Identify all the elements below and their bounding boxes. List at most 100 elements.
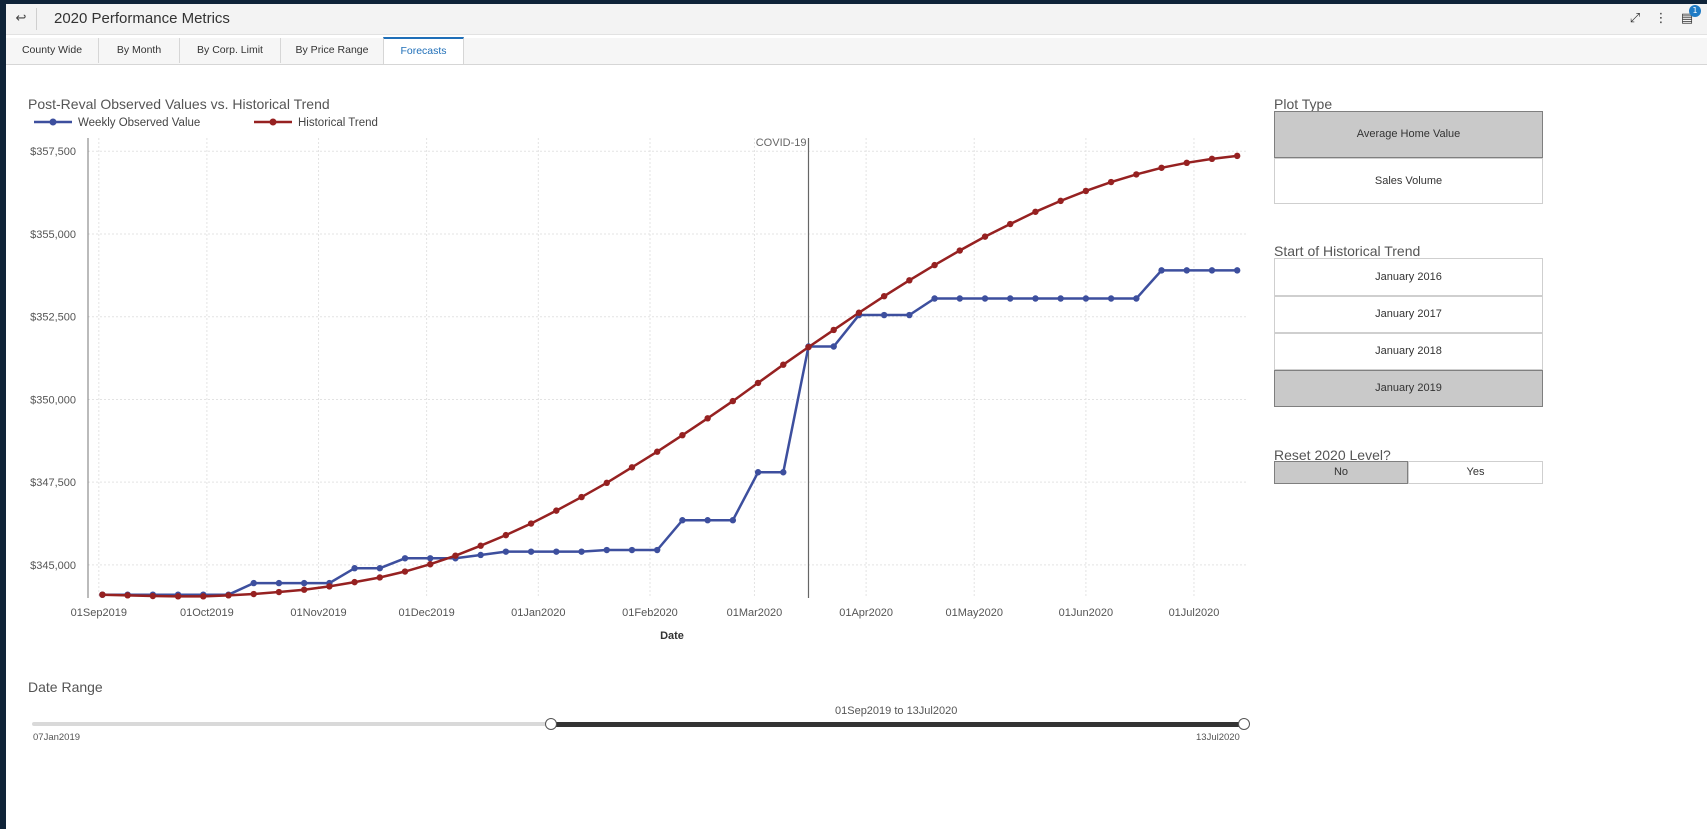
data-point (1107, 178, 1115, 186)
series-line-historical-trend (102, 154, 1238, 598)
date-range-title: Date Range (28, 679, 103, 695)
data-point (805, 343, 812, 351)
data-point (527, 548, 535, 555)
data-point (250, 579, 257, 587)
trend-start-2019-button[interactable]: January 2019 (1274, 370, 1543, 407)
data-point (1032, 295, 1039, 302)
more-options-icon[interactable]: ⋮ (1654, 11, 1668, 26)
date-range-readout: 01Sep2019 to 13Jul2020 (835, 705, 958, 717)
reset-no-button[interactable]: No (1274, 461, 1408, 484)
data-point (1107, 295, 1115, 302)
tab-county-wide[interactable]: County Wide (6, 38, 99, 63)
data-point (1032, 208, 1039, 215)
data-point (351, 565, 358, 572)
expand-icon[interactable]: ⤢ (1629, 11, 1641, 26)
tab-bar: County Wide By Month By Corp. Limit By P… (6, 37, 1707, 65)
tab-by-corp-limit[interactable]: By Corp. Limit (180, 38, 281, 63)
data-point (830, 343, 837, 350)
data-point (679, 431, 686, 439)
y-tick-label: $347,500 (30, 477, 76, 489)
data-point (300, 579, 308, 587)
line-chart: $345,000 $347,500 $350,000 $352,500 $355,000… (30, 117, 1248, 642)
y-tick-label: $352,500 (30, 312, 76, 324)
data-point (1057, 295, 1064, 302)
data-point (931, 295, 938, 302)
trend-start-2017-button[interactable]: January 2017 (1274, 296, 1543, 333)
data-point (880, 292, 888, 300)
trend-start-2016-button[interactable]: January 2016 (1274, 258, 1543, 296)
plot-type-average-home-value-button[interactable]: Average Home Value (1274, 111, 1543, 158)
data-point (780, 361, 787, 368)
trend-start-2018-button[interactable]: January 2018 (1274, 333, 1543, 370)
data-point (149, 592, 157, 600)
slider-selected-range (551, 722, 1244, 727)
chart-title: Post-Reval Observed Values vs. Historica… (28, 96, 330, 112)
dashboard-window: ↩ 2020 Performance Metrics ⤢ ⋮ ▤ 1 Count… (6, 4, 1707, 829)
series-line-weekly-observed (102, 269, 1238, 596)
x-tick-label: 01Oct2019 (180, 607, 234, 619)
slider-min-label: 07Jan2019 (33, 732, 81, 743)
y-tick-label: $357,500 (30, 146, 76, 158)
data-point (300, 586, 308, 593)
page-title: 2020 Performance Metrics (54, 10, 230, 27)
data-point (906, 311, 913, 319)
data-point (880, 311, 888, 319)
back-icon[interactable]: ↩ (15, 11, 27, 26)
plot-type-sales-volume-button[interactable]: Sales Volume (1274, 158, 1543, 204)
data-point (1208, 155, 1216, 163)
x-tick-label: 01Jan2020 (511, 607, 565, 619)
data-point (628, 464, 636, 471)
x-tick-label: 01Jul2020 (1169, 607, 1220, 619)
data-point (174, 593, 182, 600)
slider-start-handle[interactable] (545, 718, 558, 730)
data-point (275, 588, 283, 596)
data-point (477, 551, 484, 559)
data-point (578, 493, 585, 501)
tab-by-month[interactable]: By Month (99, 38, 180, 63)
notes-icon[interactable]: ▤ 1 (1679, 5, 1701, 28)
x-tick-label: 01Sep2019 (71, 607, 127, 619)
data-point (855, 309, 863, 316)
data-point (1057, 197, 1064, 205)
legend-swatch-marker (269, 118, 277, 126)
data-point (603, 546, 610, 554)
data-point (754, 469, 762, 476)
x-tick-label: 01Dec2019 (398, 607, 454, 619)
data-point (452, 552, 459, 559)
data-point (1007, 295, 1014, 302)
data-point (326, 583, 333, 590)
header-actions: ⤢ ⋮ ▤ 1 (1627, 5, 1701, 29)
reset-level-title: Reset 2020 Level? (1274, 447, 1391, 463)
y-tick-label: $355,000 (30, 229, 76, 241)
legend-label: Historical Trend (298, 117, 378, 129)
data-point (527, 520, 535, 527)
y-tick-label: $350,000 (30, 394, 76, 406)
data-point (401, 555, 409, 562)
tab-forecasts[interactable]: Forecasts (383, 37, 464, 64)
data-point (502, 548, 510, 555)
data-point (729, 517, 737, 524)
covid-annotation-label: COVID-19 (756, 137, 807, 149)
slider-end-handle[interactable] (1238, 718, 1250, 730)
x-tick-label: 01Jun2020 (1059, 607, 1113, 619)
x-tick-label: 01Nov2019 (290, 607, 346, 619)
data-point (553, 548, 560, 555)
data-point (1007, 220, 1014, 228)
data-point (1158, 267, 1165, 274)
data-point (1183, 267, 1190, 274)
legend-label: Weekly Observed Value (78, 117, 200, 129)
header-divider (36, 8, 37, 30)
data-point (981, 295, 989, 302)
y-tick-label: $345,000 (30, 560, 76, 572)
data-point (578, 548, 585, 555)
tab-by-price-range[interactable]: By Price Range (281, 38, 384, 63)
plot-type-title: Plot Type (1274, 96, 1333, 112)
data-point (124, 592, 131, 599)
data-point (351, 578, 358, 586)
data-point (1133, 171, 1140, 178)
data-point (1208, 267, 1216, 274)
slider-max-label: 13Jul2020 (1196, 732, 1240, 743)
data-point (906, 277, 913, 284)
x-tick-label: 01Apr2020 (839, 607, 893, 619)
reset-yes-button[interactable]: Yes (1408, 461, 1543, 484)
